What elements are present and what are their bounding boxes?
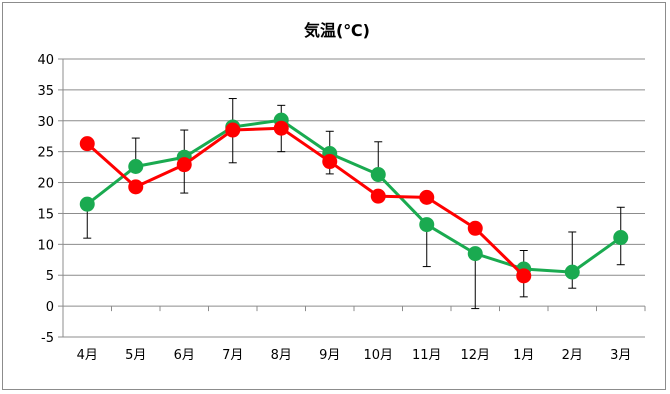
- chart-frame: [2, 2, 666, 390]
- data-point: [128, 179, 144, 195]
- series-line: [86, 118, 622, 274]
- series-2: [79, 120, 532, 284]
- x-tick-label: 3月: [610, 348, 631, 363]
- data-point: [419, 217, 435, 233]
- x-tick-label: 10月: [363, 348, 393, 363]
- data-point: [225, 122, 241, 138]
- axes: [58, 58, 646, 338]
- y-tick-label: 30: [37, 115, 54, 130]
- x-tick-label: 9月: [319, 348, 340, 363]
- y-tick-labels: -5 0 5 10 15 20 25 30 35 40: [37, 53, 54, 346]
- data-point: [613, 230, 629, 246]
- series-lines: [79, 112, 629, 284]
- y-tick-label: 35: [37, 84, 54, 99]
- y-tick-label: 40: [37, 53, 54, 68]
- x-tick-label: 12月: [460, 348, 490, 363]
- y-tick-label: 0: [46, 300, 54, 315]
- data-point: [79, 136, 95, 152]
- data-point: [467, 246, 483, 262]
- series-line: [86, 126, 525, 277]
- y-tick-label: 10: [37, 238, 54, 253]
- x-tick-label: 8月: [271, 348, 292, 363]
- gridlines: [63, 58, 645, 338]
- x-tick-label: 4月: [77, 348, 98, 363]
- y-tick-label: 25: [37, 146, 54, 161]
- y-tick-label: 20: [37, 177, 54, 192]
- y-tick-label: 5: [46, 269, 54, 284]
- x-tick-label: 2月: [562, 348, 583, 363]
- chart-title: 気温(℃): [304, 21, 370, 40]
- data-point: [322, 154, 338, 170]
- data-point: [419, 189, 435, 205]
- x-tick-labels: 4月 5月 6月 7月 8月 9月 10月 11月 12月 1月 2月 3月: [77, 348, 632, 363]
- data-point: [370, 167, 386, 183]
- error-bars: [83, 98, 625, 310]
- data-point: [273, 120, 289, 136]
- series-1: [79, 112, 629, 280]
- x-tick-label: 7月: [222, 348, 243, 363]
- data-point: [564, 264, 580, 280]
- x-tick-label: 6月: [174, 348, 195, 363]
- x-tick-label: 5月: [125, 348, 146, 363]
- y-tick-label: -5: [41, 331, 54, 346]
- x-tick-label: 11月: [412, 348, 442, 363]
- y-tick-label: 15: [37, 207, 54, 222]
- data-point: [370, 188, 386, 204]
- data-point: [79, 196, 95, 212]
- data-point: [467, 220, 483, 236]
- data-point: [516, 268, 532, 284]
- data-point: [128, 158, 144, 174]
- data-point: [176, 157, 192, 173]
- x-tick-label: 1月: [513, 348, 534, 363]
